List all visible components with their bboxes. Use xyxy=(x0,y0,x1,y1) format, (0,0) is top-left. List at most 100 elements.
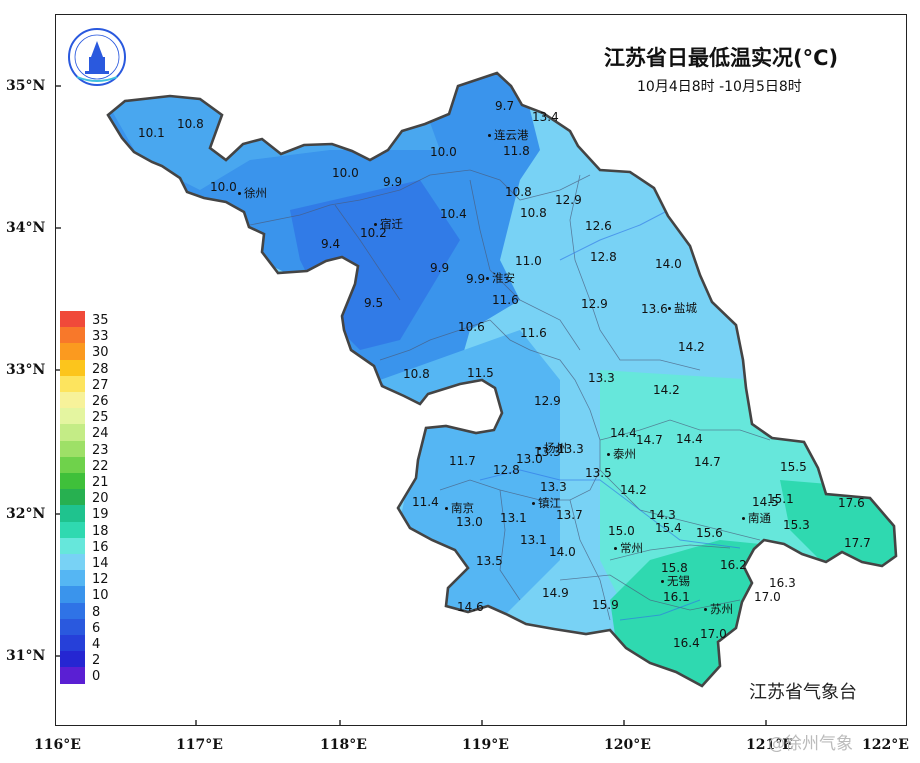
legend-swatch xyxy=(60,327,85,344)
temperature-value: 11.8 xyxy=(503,144,530,158)
temperature-value: 13.4 xyxy=(532,110,559,124)
temperature-value: 13.1 xyxy=(500,511,527,525)
legend-swatch xyxy=(60,602,85,620)
temperature-value: 14.2 xyxy=(653,383,680,397)
lon-label-116: 116°E xyxy=(34,737,81,753)
temperature-value: 13.3 xyxy=(540,480,567,494)
temperature-value: 14.4 xyxy=(610,426,637,440)
temperature-value: 14.7 xyxy=(694,455,721,469)
temperature-value: 9.9 xyxy=(430,261,450,275)
lat-label-35: 35°N xyxy=(6,78,46,94)
temperature-value: 14.0 xyxy=(549,545,576,559)
temperature-value: 17.7 xyxy=(844,536,871,550)
temperature-value: 10.8 xyxy=(520,206,547,220)
city-yangzhou: 扬州 xyxy=(538,440,567,456)
legend-swatch xyxy=(60,521,85,539)
city-suzhou: 苏州 xyxy=(704,601,733,617)
legend-label: 16 xyxy=(92,539,109,555)
temperature-value: 11.6 xyxy=(492,293,519,307)
temperature-value: 11.7 xyxy=(449,454,476,468)
temperature-value: 14.2 xyxy=(620,483,647,497)
temperature-value: 13.0 xyxy=(456,515,483,529)
temperature-value: 11.6 xyxy=(520,326,547,340)
legend-swatch xyxy=(60,408,85,425)
map-title: 江苏省日最低温实况(°C) xyxy=(604,46,839,70)
temperature-value: 12.8 xyxy=(493,463,520,477)
temperature-value: 15.0 xyxy=(608,524,635,538)
legend-label: 0 xyxy=(92,669,101,685)
legend-swatch xyxy=(60,440,85,458)
temperature-value: 11.4 xyxy=(412,495,439,509)
agency-label: 江苏省气象台 xyxy=(749,682,857,703)
temperature-value: 16.4 xyxy=(673,636,700,650)
temperature-value: 14.3 xyxy=(649,508,676,522)
temperature-value: 15.6 xyxy=(696,526,723,540)
legend-label: 20 xyxy=(92,491,109,507)
temperature-value: 17.0 xyxy=(754,590,781,604)
lon-label-117: 117°E xyxy=(176,737,223,753)
lat-label-33: 33°N xyxy=(6,362,46,378)
watermark: @徐州气象 xyxy=(768,734,853,754)
legend-swatch xyxy=(60,586,85,604)
temperature-value: 14.9 xyxy=(542,586,569,600)
city-nantong: 南通 xyxy=(742,510,771,526)
legend-label: 14 xyxy=(92,556,109,571)
legend-swatch xyxy=(60,424,85,442)
legend-swatch xyxy=(60,505,85,523)
legend-label: 30 xyxy=(92,345,109,361)
legend-label: 4 xyxy=(92,637,101,652)
temperature-value: 10.8 xyxy=(505,185,532,199)
temperature-value: 10.8 xyxy=(403,367,430,381)
temperature-value: 14.5 xyxy=(752,495,779,509)
lat-label-32: 32°N xyxy=(6,506,46,522)
temperature-value: 17.0 xyxy=(700,627,727,641)
legend-label: 27 xyxy=(92,377,109,393)
lon-label-122: 122°E xyxy=(862,737,909,753)
temperature-value: 14.2 xyxy=(678,340,705,354)
legend-label: 8 xyxy=(92,604,101,620)
temperature-value: 10.0 xyxy=(332,166,359,180)
legend-swatch xyxy=(60,667,85,685)
temperature-value: 9.7 xyxy=(495,99,515,113)
temperature-value: 12.9 xyxy=(581,297,608,311)
legend-swatch xyxy=(60,392,85,409)
temperature-value: 12.8 xyxy=(590,250,617,264)
temperature-value: 13.3 xyxy=(588,371,615,385)
city-huaian: 淮安 xyxy=(486,270,515,286)
lon-label-119: 119°E xyxy=(462,737,509,753)
legend-label: 18 xyxy=(92,523,109,539)
temperature-value: 16.3 xyxy=(769,576,796,590)
temperature-value: 11.0 xyxy=(515,254,542,268)
legend-label: 10 xyxy=(92,588,109,604)
lon-label-118: 118°E xyxy=(320,737,367,753)
temperature-value: 16.2 xyxy=(720,558,747,572)
city-lianyungang: 连云港 xyxy=(488,127,529,143)
lon-label-120: 120°E xyxy=(604,737,651,753)
legend-label: 25 xyxy=(92,410,109,426)
temperature-value: 9.9 xyxy=(383,175,403,189)
legend-swatch xyxy=(60,537,85,555)
temperature-value: 10.4 xyxy=(440,207,467,221)
legend-label: 12 xyxy=(92,572,109,588)
temperature-value: 13.0 xyxy=(516,452,543,466)
temperature-value: 15.1 xyxy=(767,492,794,506)
temperature-value: 13.3 xyxy=(557,442,584,456)
legend-label: 22 xyxy=(92,458,109,474)
temperature-value: 9.4 xyxy=(321,237,341,251)
temperature-value: 15.4 xyxy=(655,521,682,535)
temperature-value: 15.8 xyxy=(661,561,688,575)
temperature-value: 12.9 xyxy=(534,394,561,408)
legend-swatch xyxy=(60,554,85,571)
temperature-value: 14.4 xyxy=(676,432,703,446)
map-subtitle: 10月4日8时 -10月5日8时 xyxy=(637,79,802,95)
legend-label: 21 xyxy=(92,475,109,490)
legend-label: 6 xyxy=(92,620,101,636)
legend-swatch xyxy=(60,570,85,587)
city-wuxi: 无锡 xyxy=(661,573,690,589)
legend-label: 23 xyxy=(92,442,109,458)
temperature-value: 10.8 xyxy=(177,117,204,131)
temperature-value: 14.7 xyxy=(636,433,663,447)
temperature-value: 13.5 xyxy=(476,554,503,568)
legend-label: 2 xyxy=(92,653,101,669)
